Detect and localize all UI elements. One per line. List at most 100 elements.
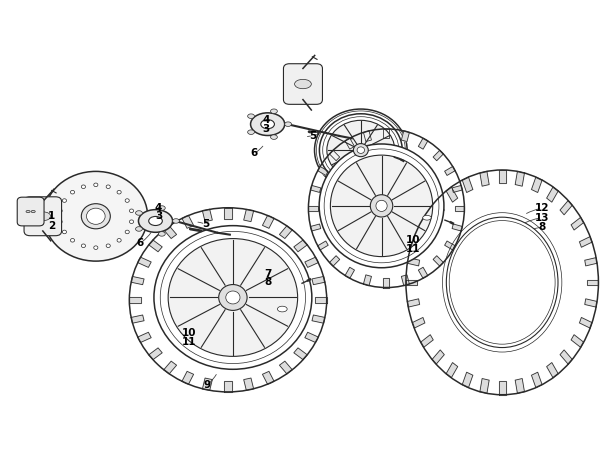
- FancyBboxPatch shape: [17, 197, 44, 226]
- Ellipse shape: [319, 144, 444, 268]
- FancyBboxPatch shape: [283, 64, 323, 104]
- Polygon shape: [401, 275, 409, 285]
- Ellipse shape: [94, 183, 98, 187]
- Ellipse shape: [168, 238, 297, 356]
- Polygon shape: [531, 177, 542, 192]
- Ellipse shape: [159, 232, 165, 236]
- Polygon shape: [420, 218, 433, 230]
- Polygon shape: [412, 317, 425, 328]
- Ellipse shape: [125, 230, 129, 234]
- Ellipse shape: [226, 291, 240, 304]
- Ellipse shape: [86, 208, 105, 224]
- Polygon shape: [580, 237, 592, 247]
- Ellipse shape: [106, 244, 110, 247]
- Polygon shape: [515, 379, 524, 393]
- Text: 3: 3: [263, 124, 270, 134]
- Polygon shape: [164, 361, 177, 374]
- Polygon shape: [412, 237, 425, 247]
- Text: 4: 4: [263, 115, 270, 125]
- Ellipse shape: [248, 114, 255, 118]
- Polygon shape: [149, 240, 162, 252]
- Polygon shape: [571, 335, 584, 347]
- Polygon shape: [138, 257, 151, 267]
- Ellipse shape: [70, 238, 75, 242]
- Ellipse shape: [446, 217, 558, 348]
- Polygon shape: [364, 131, 371, 142]
- Ellipse shape: [125, 199, 129, 202]
- Ellipse shape: [117, 190, 121, 194]
- Text: 12: 12: [535, 203, 550, 213]
- Text: 8: 8: [539, 222, 546, 232]
- Polygon shape: [499, 381, 506, 395]
- Polygon shape: [401, 131, 409, 142]
- Polygon shape: [419, 138, 428, 149]
- Ellipse shape: [26, 210, 30, 213]
- Text: 2: 2: [48, 221, 55, 231]
- Polygon shape: [138, 332, 151, 342]
- Ellipse shape: [106, 185, 110, 189]
- Polygon shape: [312, 276, 325, 285]
- Text: 11: 11: [405, 244, 420, 254]
- Polygon shape: [149, 348, 162, 360]
- Polygon shape: [420, 335, 433, 347]
- Ellipse shape: [271, 109, 277, 114]
- Text: 3: 3: [155, 211, 162, 221]
- Ellipse shape: [135, 227, 143, 231]
- Polygon shape: [294, 240, 307, 252]
- Ellipse shape: [423, 215, 431, 220]
- Ellipse shape: [250, 113, 285, 135]
- Text: 5: 5: [310, 131, 317, 141]
- Ellipse shape: [261, 120, 274, 129]
- Ellipse shape: [31, 210, 35, 213]
- Polygon shape: [224, 381, 232, 392]
- Ellipse shape: [81, 185, 86, 189]
- Polygon shape: [318, 166, 328, 175]
- Ellipse shape: [81, 204, 110, 229]
- Ellipse shape: [171, 247, 285, 353]
- Polygon shape: [580, 317, 592, 328]
- Polygon shape: [310, 224, 321, 231]
- Ellipse shape: [129, 208, 327, 392]
- Polygon shape: [203, 209, 212, 222]
- Polygon shape: [419, 267, 428, 278]
- Polygon shape: [364, 275, 371, 285]
- Polygon shape: [182, 215, 193, 228]
- Ellipse shape: [327, 120, 395, 180]
- Ellipse shape: [149, 217, 162, 226]
- Ellipse shape: [285, 122, 291, 126]
- Polygon shape: [294, 348, 307, 360]
- Ellipse shape: [173, 218, 179, 223]
- Polygon shape: [280, 361, 293, 374]
- Ellipse shape: [218, 285, 247, 310]
- Ellipse shape: [35, 212, 51, 221]
- Polygon shape: [480, 379, 489, 393]
- Ellipse shape: [159, 206, 165, 210]
- Ellipse shape: [353, 143, 368, 157]
- FancyBboxPatch shape: [24, 197, 62, 236]
- Polygon shape: [433, 150, 443, 161]
- Polygon shape: [480, 171, 489, 186]
- Text: 1: 1: [48, 211, 55, 221]
- Polygon shape: [407, 257, 420, 266]
- Ellipse shape: [94, 246, 98, 249]
- Polygon shape: [164, 226, 177, 238]
- Polygon shape: [244, 209, 253, 222]
- Text: 7: 7: [264, 269, 272, 279]
- Ellipse shape: [58, 220, 62, 224]
- Text: 8: 8: [264, 277, 272, 287]
- Ellipse shape: [330, 155, 433, 256]
- Ellipse shape: [130, 220, 133, 224]
- Ellipse shape: [44, 171, 147, 261]
- Ellipse shape: [294, 79, 312, 89]
- Polygon shape: [547, 362, 558, 378]
- Ellipse shape: [138, 209, 173, 232]
- Polygon shape: [318, 241, 328, 250]
- Polygon shape: [560, 350, 572, 364]
- Text: 6: 6: [250, 149, 258, 159]
- Text: 4: 4: [155, 203, 162, 213]
- Polygon shape: [560, 200, 572, 215]
- Text: 5: 5: [202, 219, 209, 229]
- Ellipse shape: [81, 244, 86, 247]
- Polygon shape: [406, 279, 417, 285]
- Polygon shape: [433, 256, 443, 266]
